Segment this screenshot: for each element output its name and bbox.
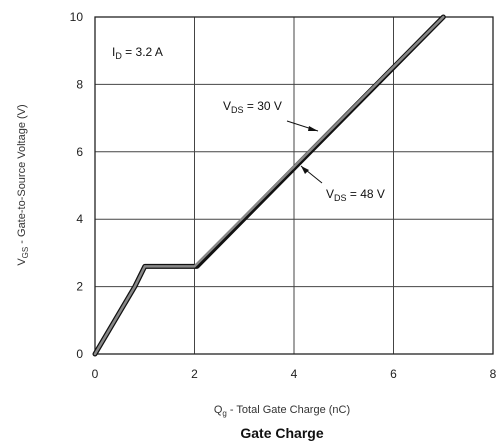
axes bbox=[94, 16, 494, 355]
series-lines bbox=[92, 14, 446, 357]
y-tick-label: 8 bbox=[76, 77, 83, 91]
x-tick-label: 6 bbox=[390, 367, 397, 381]
arrow-vds-48v bbox=[300, 165, 323, 184]
y-tick-label: 10 bbox=[70, 10, 84, 24]
annotation-vds-48v: VDS = 48 V bbox=[326, 187, 385, 203]
y-axis-title: VGS - Gate-to-Source Voltage (V) bbox=[16, 104, 30, 265]
series-vds-48v-line bbox=[93, 15, 445, 356]
tick-labels: 0 2 4 6 8 0 2 4 6 8 10 bbox=[70, 10, 497, 381]
grid bbox=[95, 17, 493, 354]
y-tick-label: 2 bbox=[76, 280, 83, 294]
annotation-drain-current: ID = 3.2 A bbox=[112, 45, 163, 61]
y-tick-label: 6 bbox=[76, 145, 83, 159]
series-vds-30v-line bbox=[92, 14, 446, 357]
x-tick-label: 8 bbox=[490, 367, 497, 381]
x-tick-label: 4 bbox=[291, 367, 298, 381]
x-tick-label: 2 bbox=[191, 367, 198, 381]
annotation-vds-30v: VDS = 30 V bbox=[223, 99, 282, 115]
x-tick-label: 0 bbox=[92, 367, 99, 381]
x-axis-title: Qg - Total Gate Charge (nC) bbox=[214, 404, 350, 418]
y-tick-label: 4 bbox=[76, 212, 83, 226]
y-tick-label: 0 bbox=[76, 347, 83, 361]
plot-frame bbox=[94, 16, 494, 355]
chart-title: Gate Charge bbox=[240, 425, 323, 441]
arrow-vds-30v bbox=[286, 120, 319, 132]
